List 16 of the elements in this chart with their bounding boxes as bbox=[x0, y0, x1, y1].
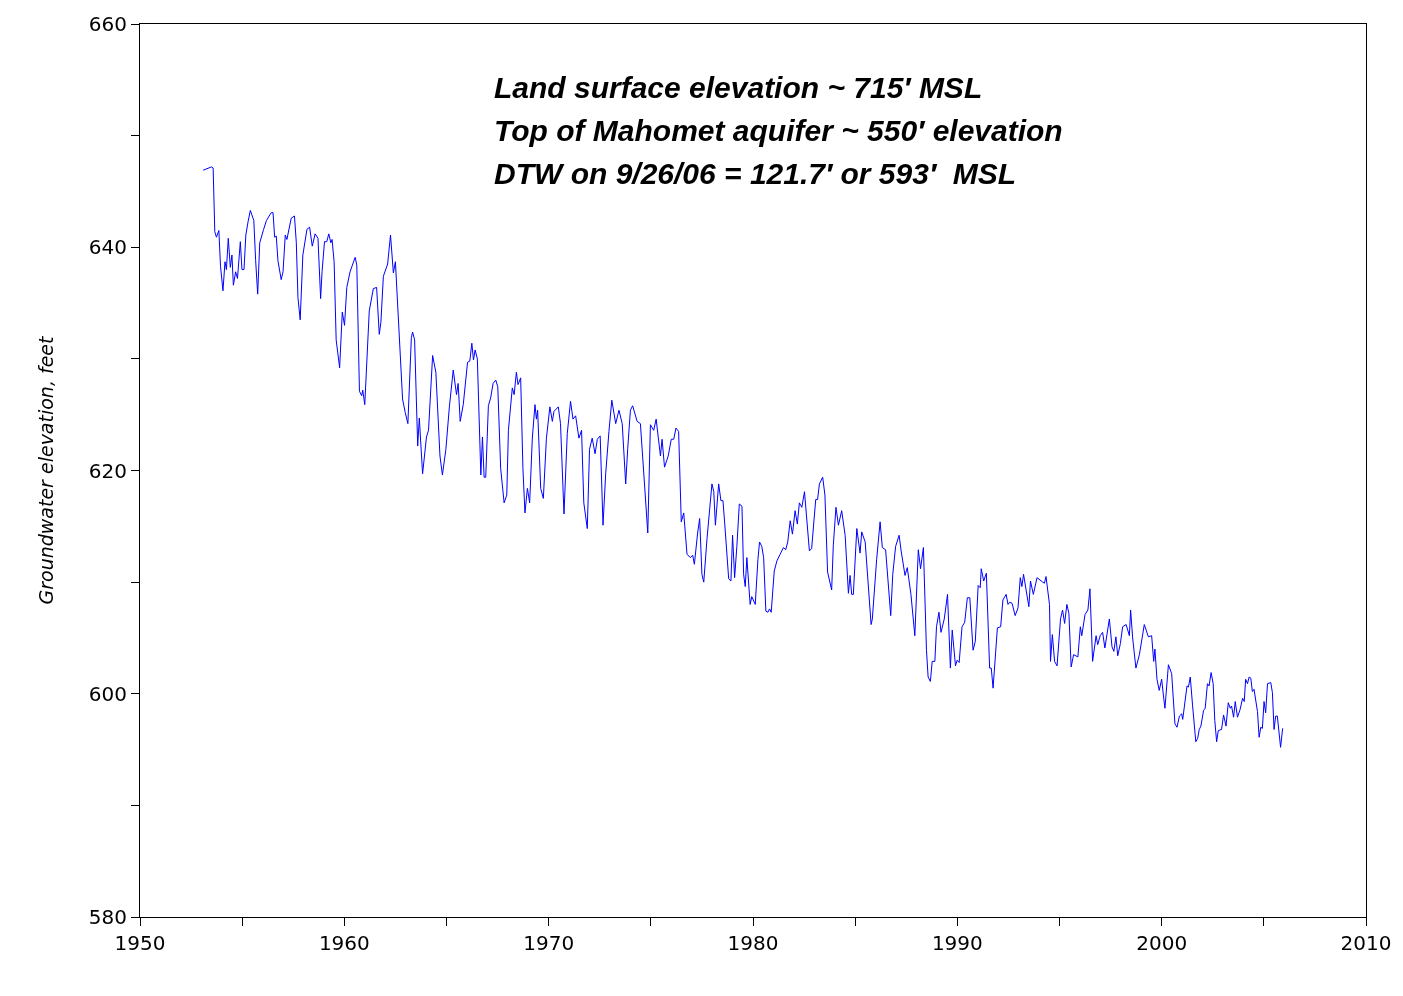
x-tick-label: 1990 bbox=[931, 931, 983, 955]
annotation: DTW on 9/26/06 = 121.7′ or 593′ MSL bbox=[494, 157, 1017, 190]
y-tick-label: 580 bbox=[88, 905, 127, 929]
x-tick-label: 2010 bbox=[1340, 931, 1392, 955]
x-tick-label: 1980 bbox=[727, 931, 779, 955]
annotation: Top of Mahomet aquifer ~ 550′ elevation bbox=[494, 114, 1063, 147]
y-tick-label: 600 bbox=[88, 681, 127, 706]
x-tick-label: 1970 bbox=[523, 931, 575, 955]
x-tick-label: 1960 bbox=[318, 931, 370, 955]
y-tick-label: 660 bbox=[88, 12, 127, 36]
x-tick-label: 1950 bbox=[114, 931, 166, 955]
y-tick-label: 620 bbox=[88, 458, 127, 483]
x-tick-label: 2000 bbox=[1136, 931, 1188, 955]
y-axis-title: Groundwater elevation, feet bbox=[34, 334, 57, 605]
y-tick-label: 640 bbox=[88, 235, 127, 260]
annotation: Land surface elevation ~ 715′ MSL bbox=[494, 71, 983, 104]
